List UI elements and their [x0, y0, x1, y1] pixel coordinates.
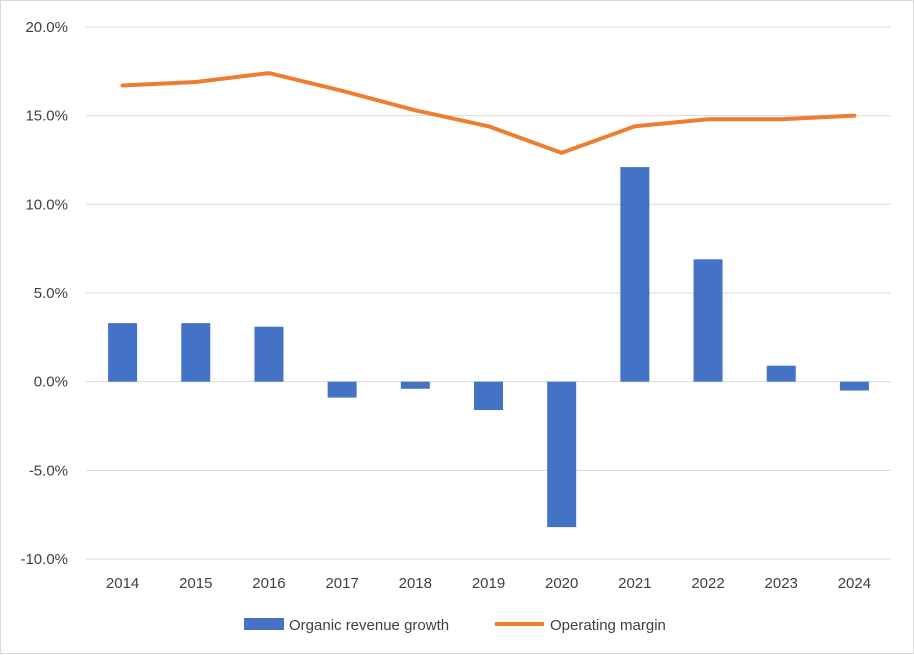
bar-organic-revenue-growth	[839, 381, 869, 391]
x-tick-label: 2015	[179, 575, 212, 592]
bar-series	[108, 167, 869, 528]
line-operating-margin	[120, 71, 857, 155]
x-tick-label: 2020	[545, 575, 578, 592]
x-tick-label: 2024	[838, 575, 871, 592]
bar-organic-revenue-growth	[254, 326, 284, 382]
y-tick-label: -5.0%	[29, 462, 68, 479]
bar-organic-revenue-growth	[181, 323, 211, 382]
bar-organic-revenue-growth	[400, 381, 430, 389]
x-tick-label: 2021	[618, 575, 651, 592]
x-tick-label: 2019	[472, 575, 505, 592]
line-series	[120, 71, 857, 155]
legend-label-operating-margin: Operating margin	[550, 617, 666, 634]
x-tick-label: 2017	[325, 575, 358, 592]
x-tick-label: 2016	[252, 575, 285, 592]
bar-organic-revenue-growth	[474, 381, 503, 411]
legend-label-organic-revenue-growth: Organic revenue growth	[289, 617, 449, 634]
gridlines	[86, 26, 891, 560]
x-tick-label: 2014	[106, 575, 139, 592]
legend: Organic revenue growth Operating margin	[244, 617, 666, 634]
bar-organic-revenue-growth	[108, 323, 138, 382]
bar-organic-revenue-growth	[327, 381, 357, 398]
bar-organic-revenue-growth	[766, 365, 796, 382]
y-tick-label: -10.0%	[20, 551, 68, 568]
x-axis-labels: 2014 2015 2016 2017 2018 2019 2020 2021 2022 2023…	[106, 575, 871, 592]
bar-organic-revenue-growth	[620, 167, 650, 382]
y-tick-label: 5.0%	[34, 285, 68, 302]
y-axis-labels: 20.0% 15.0% 10.0% 5.0% 0.0% -5.0% -10.0%	[20, 19, 68, 568]
y-tick-label: 15.0%	[25, 108, 68, 125]
x-tick-label: 2023	[765, 575, 798, 592]
x-tick-label: 2018	[399, 575, 432, 592]
legend-swatch-organic-revenue-growth	[244, 618, 284, 630]
x-tick-label: 2022	[691, 575, 724, 592]
y-tick-label: 0.0%	[34, 374, 68, 391]
bar-organic-revenue-growth	[693, 259, 723, 382]
y-tick-label: 10.0%	[25, 196, 68, 213]
y-tick-label: 20.0%	[25, 19, 68, 36]
bar-organic-revenue-growth	[547, 381, 577, 528]
